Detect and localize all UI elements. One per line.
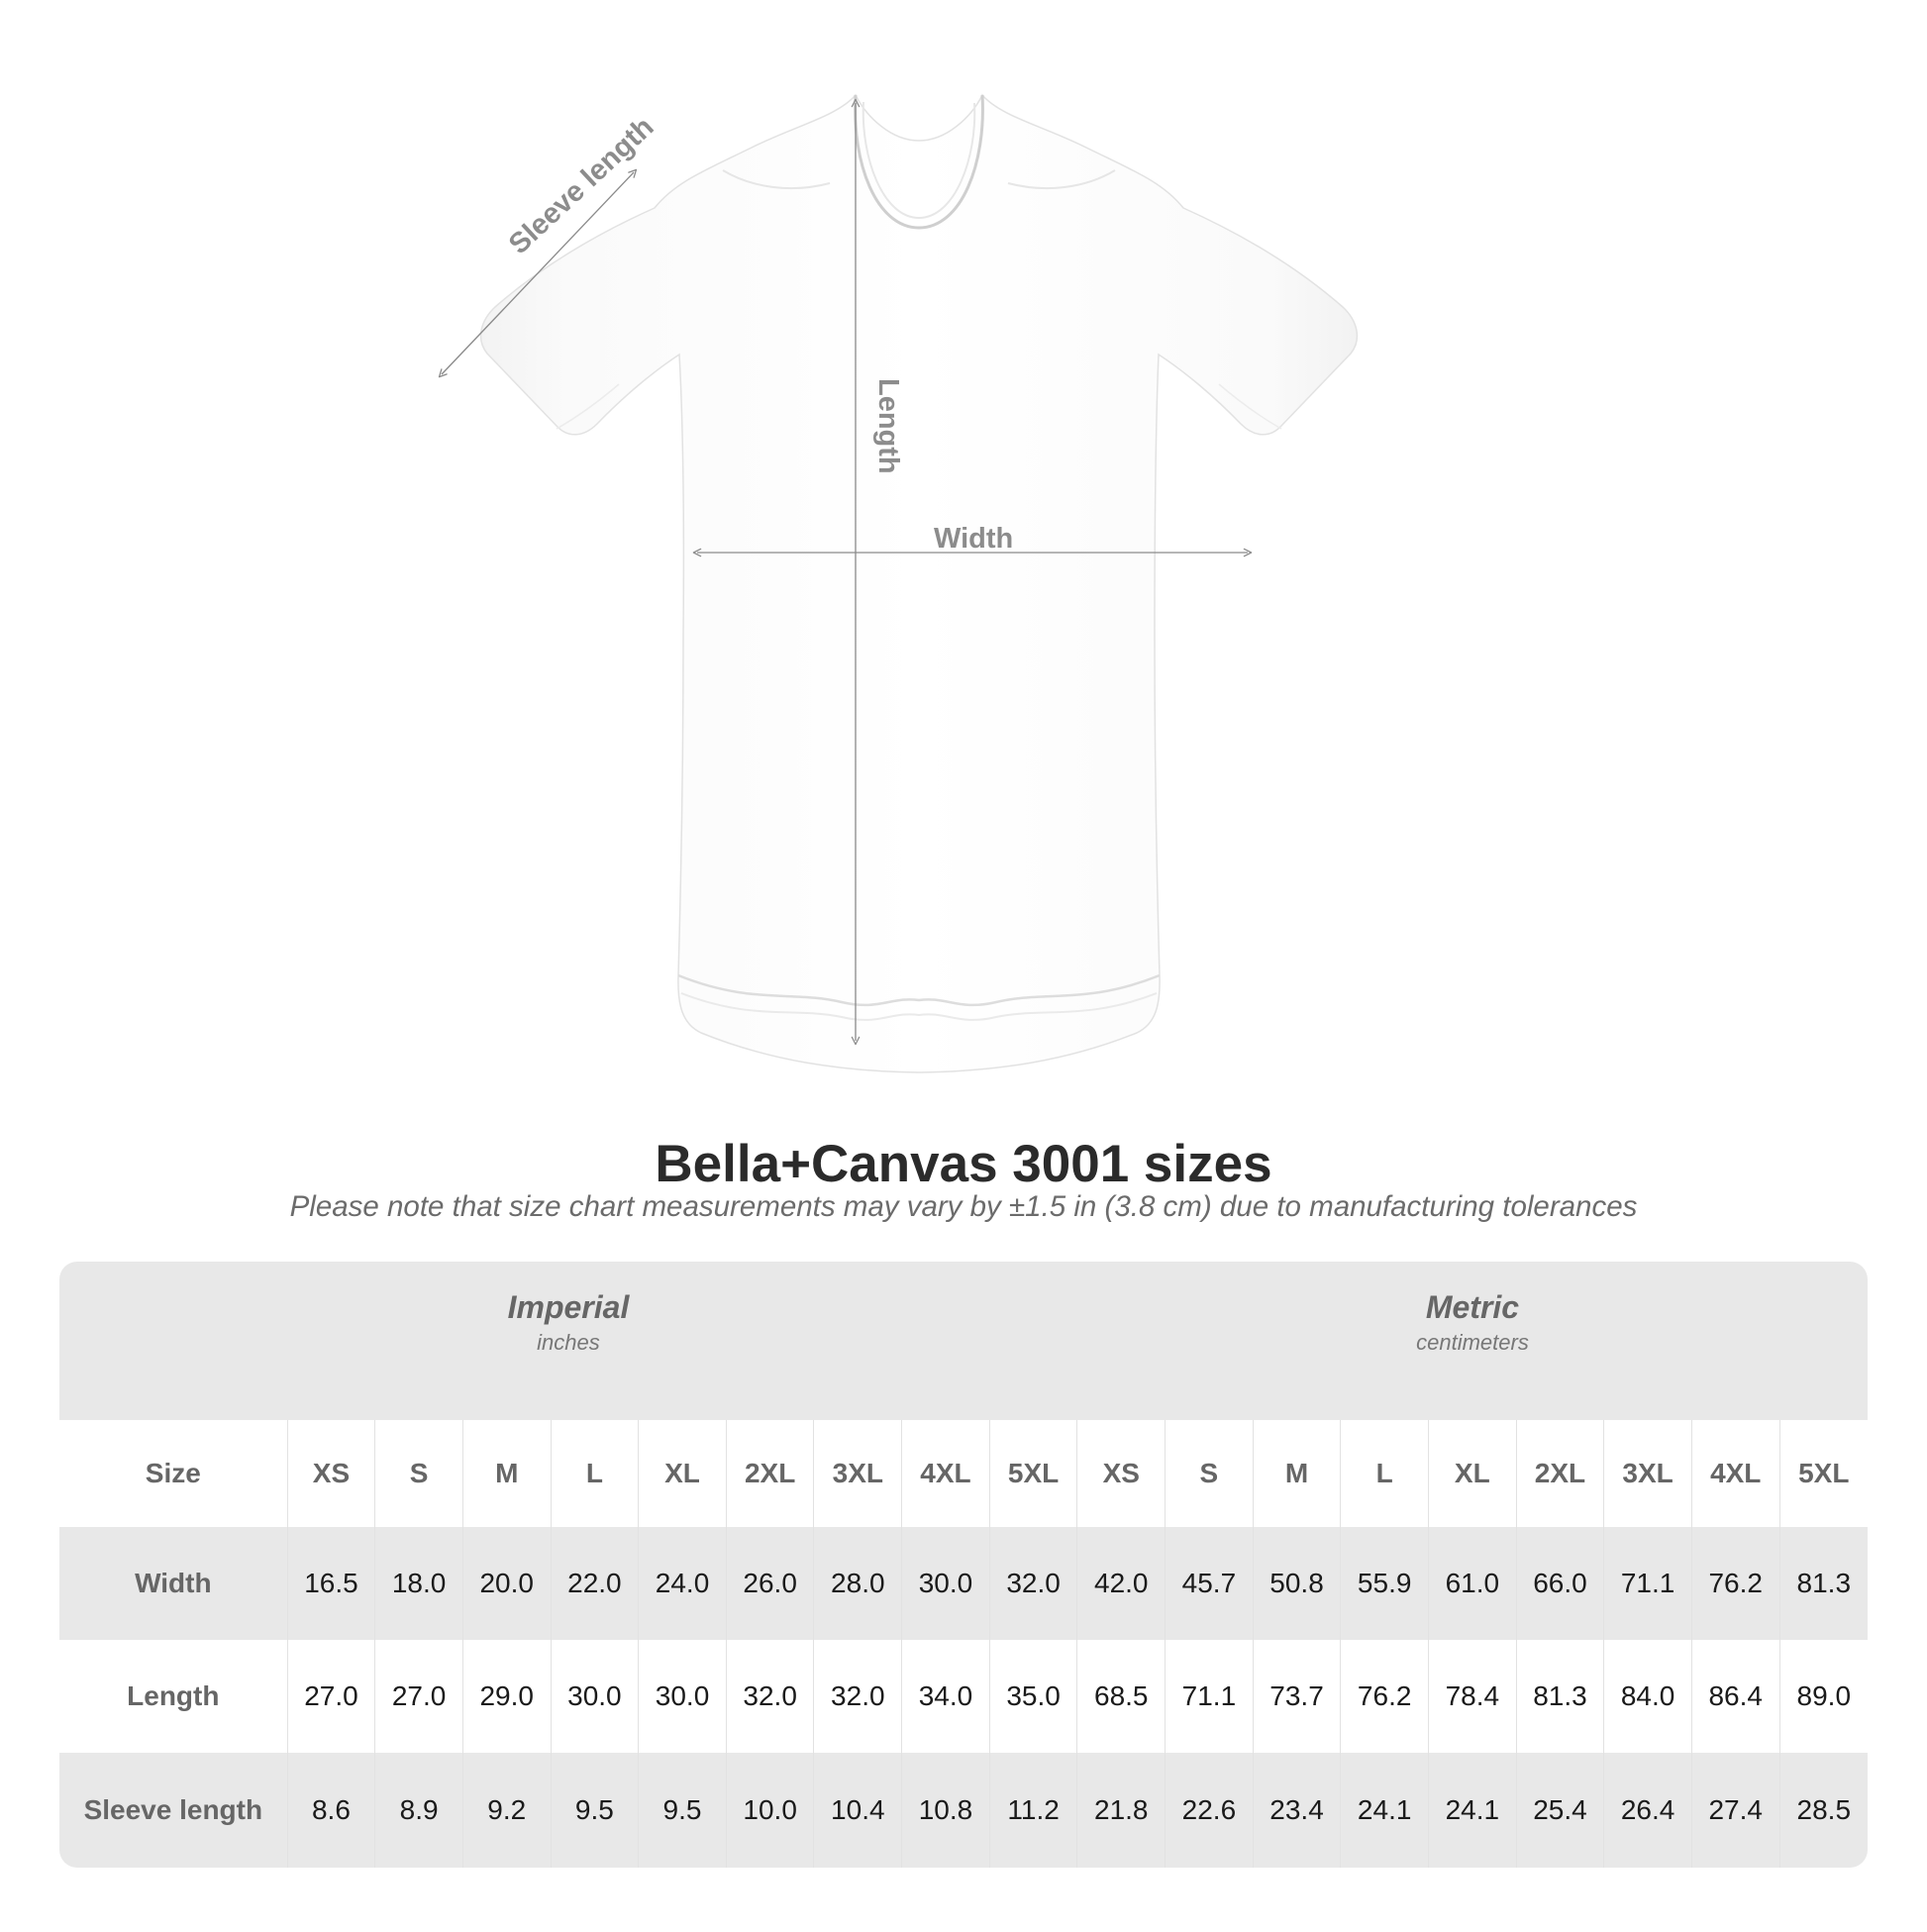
svg-text:Width: Width: [934, 523, 1013, 555]
svg-text:Length: Length: [872, 378, 904, 474]
